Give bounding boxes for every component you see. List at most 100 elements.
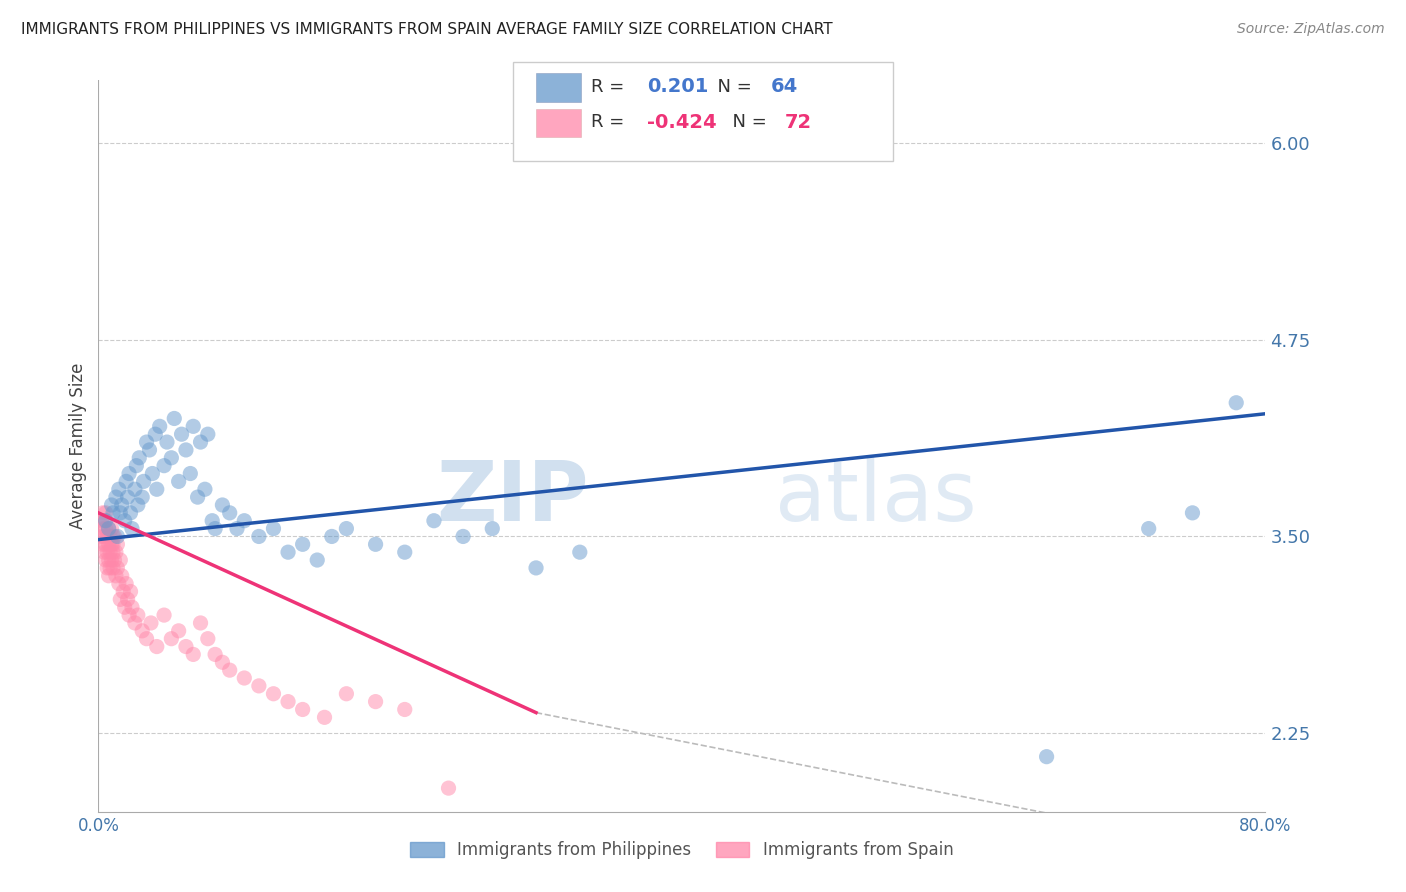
Point xyxy=(197,632,219,646)
Point xyxy=(146,640,169,654)
Point xyxy=(110,506,132,520)
Point xyxy=(307,553,329,567)
Point xyxy=(211,498,233,512)
Text: 64: 64 xyxy=(770,77,797,96)
Point xyxy=(124,615,146,630)
Point xyxy=(167,624,190,638)
Point xyxy=(118,467,141,481)
Point xyxy=(127,608,149,623)
Point xyxy=(131,490,153,504)
Point xyxy=(167,475,190,489)
Point xyxy=(98,561,121,575)
Point xyxy=(101,529,124,543)
Point xyxy=(135,632,157,646)
Point xyxy=(181,419,204,434)
Point xyxy=(115,576,138,591)
Point xyxy=(100,537,122,551)
Point xyxy=(135,435,157,450)
Point xyxy=(121,600,143,615)
Point xyxy=(277,695,299,709)
Point xyxy=(103,553,125,567)
Point xyxy=(190,615,212,630)
Point xyxy=(160,450,183,465)
Point xyxy=(1035,749,1057,764)
Point xyxy=(98,545,121,559)
Point xyxy=(96,561,118,575)
Point xyxy=(174,442,197,457)
Point xyxy=(160,632,183,646)
Point xyxy=(101,561,124,575)
Point xyxy=(262,522,284,536)
Point xyxy=(120,506,142,520)
Point xyxy=(110,592,132,607)
Point xyxy=(321,529,343,543)
Point xyxy=(96,529,118,543)
Point xyxy=(201,514,224,528)
Point xyxy=(335,522,357,536)
Point xyxy=(94,514,117,528)
Point xyxy=(117,592,139,607)
Point xyxy=(277,545,299,559)
Point xyxy=(128,450,150,465)
Point xyxy=(93,545,115,559)
Point xyxy=(291,537,314,551)
Point xyxy=(101,545,124,559)
Point xyxy=(114,514,136,528)
Point xyxy=(335,687,357,701)
Point xyxy=(117,490,139,504)
Point xyxy=(187,490,209,504)
Point xyxy=(101,506,124,520)
Text: -0.424: -0.424 xyxy=(647,112,717,132)
Point xyxy=(394,545,416,559)
Point xyxy=(481,522,503,536)
Point xyxy=(1181,506,1204,520)
Point xyxy=(197,427,219,442)
Point xyxy=(100,553,122,567)
Point xyxy=(115,475,138,489)
Point xyxy=(104,568,127,582)
Y-axis label: Average Family Size: Average Family Size xyxy=(69,363,87,529)
Point xyxy=(125,458,148,473)
Point xyxy=(262,687,284,701)
Point xyxy=(437,781,460,796)
Point xyxy=(153,608,176,623)
Point xyxy=(1225,396,1247,410)
Point xyxy=(141,467,163,481)
Point xyxy=(291,702,314,716)
Point xyxy=(114,600,136,615)
Point xyxy=(91,506,114,520)
Point xyxy=(94,537,117,551)
Point xyxy=(94,522,117,536)
Text: atlas: atlas xyxy=(775,457,977,538)
Point xyxy=(247,529,270,543)
Point xyxy=(211,655,233,669)
Point xyxy=(91,522,114,536)
Point xyxy=(104,490,127,504)
Legend: Immigrants from Philippines, Immigrants from Spain: Immigrants from Philippines, Immigrants … xyxy=(404,834,960,865)
Point xyxy=(110,553,132,567)
Point xyxy=(218,663,240,677)
Point xyxy=(101,537,124,551)
Point xyxy=(146,482,169,496)
Point xyxy=(179,467,201,481)
Point xyxy=(131,624,153,638)
Point xyxy=(108,576,131,591)
Point xyxy=(156,435,179,450)
Point xyxy=(204,648,226,662)
Point xyxy=(94,553,117,567)
Point xyxy=(149,419,172,434)
Point xyxy=(97,537,120,551)
Point xyxy=(105,561,128,575)
Point xyxy=(138,442,160,457)
Point xyxy=(108,482,131,496)
Point xyxy=(111,498,134,512)
Text: ZIP: ZIP xyxy=(436,457,589,538)
Point xyxy=(121,522,143,536)
Point xyxy=(97,522,120,536)
Point xyxy=(181,648,204,662)
Point xyxy=(105,529,128,543)
Point xyxy=(112,584,135,599)
Point xyxy=(218,506,240,520)
Point xyxy=(568,545,591,559)
Point xyxy=(364,695,387,709)
